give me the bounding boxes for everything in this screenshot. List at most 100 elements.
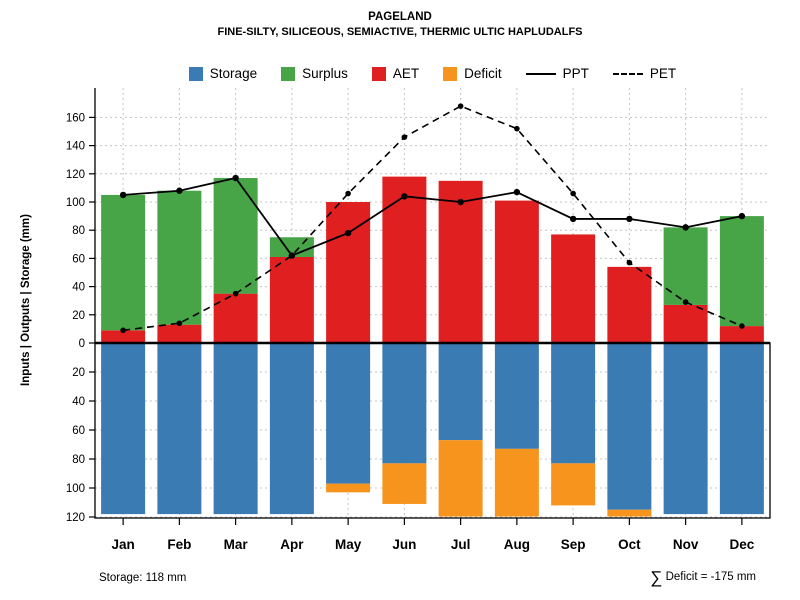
- chart-titles: PAGELAND FINE-SILTY, SILICEOUS, SEMIACTI…: [0, 10, 800, 40]
- legend-label-ppt: PPT: [562, 66, 589, 81]
- bar-storage-Mar: [213, 343, 258, 515]
- bar-storage-Apr: [269, 343, 314, 515]
- pet-marker-Feb: [176, 320, 183, 327]
- bar-deficit-May: [326, 483, 371, 493]
- bar-deficit-Sep: [551, 463, 596, 506]
- legend-label-aet: AET: [392, 66, 420, 81]
- pet-marker-Jan: [120, 327, 126, 334]
- y-tick-label: 120: [66, 169, 85, 181]
- bar-surplus-Dec: [719, 216, 764, 327]
- y-tick-label: 140: [66, 141, 85, 153]
- bar-storage-Dec: [719, 343, 764, 515]
- bar-storage-May: [326, 343, 371, 484]
- month-label-Feb: Feb: [167, 537, 191, 552]
- deficit-swatch-icon: [443, 66, 458, 81]
- legend-item-aet: AET: [371, 66, 420, 81]
- aet-swatch-icon: [371, 66, 386, 81]
- month-label-Dec: Dec: [729, 537, 754, 552]
- pet-marker-Mar: [232, 290, 239, 297]
- pet-marker-Oct: [626, 259, 633, 266]
- bar-storage-Nov: [663, 343, 708, 515]
- y-tick-label: 100: [66, 483, 85, 495]
- y-tick-label: 60: [72, 425, 85, 437]
- bar-storage-Sep: [551, 343, 596, 464]
- bar-aet-Nov: [663, 304, 708, 343]
- bar-aet-Jan: [101, 330, 146, 343]
- bar-deficit-Jul: [438, 440, 483, 517]
- bar-aet-Jul: [438, 180, 483, 343]
- y-tick-label: 100: [66, 197, 85, 209]
- bar-aet-Mar: [213, 293, 258, 343]
- bar-storage-Aug: [494, 343, 539, 449]
- ppt-line: [123, 177, 743, 257]
- legend-label-deficit: Deficit: [464, 66, 502, 81]
- storage-annotation: Storage: 118 mm: [99, 572, 187, 584]
- ppt-marker-Apr: [288, 252, 296, 259]
- month-label-Jun: Jun: [392, 537, 416, 552]
- deficit-sum-annotation: ∑ Deficit = -175 mm: [650, 568, 756, 588]
- bar-aet-Sep: [551, 234, 596, 343]
- pet-marker-Sep: [570, 190, 576, 197]
- bar-surplus-Jan: [101, 194, 146, 331]
- y-tick-label: 160: [66, 112, 85, 124]
- bar-aet-Aug: [494, 200, 539, 343]
- y-tick-label: 20: [72, 367, 85, 379]
- ppt-marker-Sep: [569, 215, 577, 223]
- bar-aet-Dec: [719, 326, 764, 343]
- pet-marker-Aug: [514, 125, 520, 132]
- y-tick-label: 40: [72, 396, 85, 408]
- surplus-swatch-icon: [281, 66, 296, 81]
- chart-title: PAGELAND: [368, 11, 432, 23]
- bar-storage-Oct: [607, 343, 652, 510]
- month-label-Oct: Oct: [618, 537, 641, 552]
- y-tick-label: 40: [72, 282, 85, 294]
- ppt-marker-Oct: [626, 215, 633, 223]
- month-label-Apr: Apr: [280, 537, 304, 552]
- y-axis-label: Inputs | Outputs | Storage (mm): [20, 214, 32, 386]
- bar-storage-Jun: [382, 343, 427, 464]
- ppt-marker-Mar: [232, 174, 239, 182]
- month-label-Nov: Nov: [673, 537, 699, 552]
- legend-item-surplus: Surplus: [281, 66, 348, 81]
- month-label-Sep: Sep: [561, 537, 586, 552]
- chart-legend: Storage Surplus AET Deficit PPT PET: [95, 66, 770, 81]
- bar-aet-Feb: [157, 324, 202, 343]
- pet-marker-May: [345, 190, 351, 197]
- legend-item-deficit: Deficit: [443, 66, 502, 81]
- pet-marker-Nov: [682, 299, 689, 305]
- bar-aet-Oct: [607, 266, 652, 343]
- ppt-marker-Jul: [457, 198, 464, 206]
- y-tick-label: 80: [72, 225, 85, 237]
- deficit-sum-text: Deficit = -175 mm: [662, 571, 756, 583]
- ppt-marker-Jan: [119, 191, 127, 199]
- pet-marker-Jun: [401, 134, 408, 140]
- bar-storage-Jan: [101, 343, 146, 515]
- month-label-Jul: Jul: [451, 537, 471, 552]
- bar-storage-Jul: [438, 343, 483, 441]
- solid-line-icon: [525, 72, 556, 75]
- pet-line: [123, 105, 743, 332]
- dashed-line-icon: [612, 72, 643, 75]
- ppt-marker-Feb: [176, 187, 183, 194]
- bar-aet-Jun: [382, 176, 427, 343]
- summation-icon: ∑: [650, 568, 663, 587]
- y-tick-label: 60: [72, 253, 85, 265]
- month-label-Aug: Aug: [504, 537, 530, 552]
- ppt-marker-Aug: [513, 188, 521, 196]
- y-tick-label: 0: [79, 338, 85, 350]
- bar-deficit-Jun: [382, 463, 427, 504]
- bar-aet-Apr: [269, 256, 314, 343]
- month-label-Mar: Mar: [224, 537, 249, 552]
- y-tick-label: 80: [72, 454, 85, 466]
- legend-label-pet: PET: [649, 66, 677, 81]
- bar-surplus-Mar: [213, 178, 258, 294]
- ppt-marker-May: [344, 229, 352, 237]
- month-label-Jan: Jan: [111, 537, 134, 552]
- ppt-marker-Jun: [401, 193, 408, 200]
- storage-swatch-icon: [188, 66, 203, 81]
- ppt-marker-Dec: [738, 212, 746, 220]
- chart-subtitle: FINE-SILTY, SILICEOUS, SEMIACTIVE, THERM…: [217, 26, 583, 39]
- pet-marker-Jul: [457, 103, 464, 109]
- y-tick-label: 120: [66, 512, 85, 524]
